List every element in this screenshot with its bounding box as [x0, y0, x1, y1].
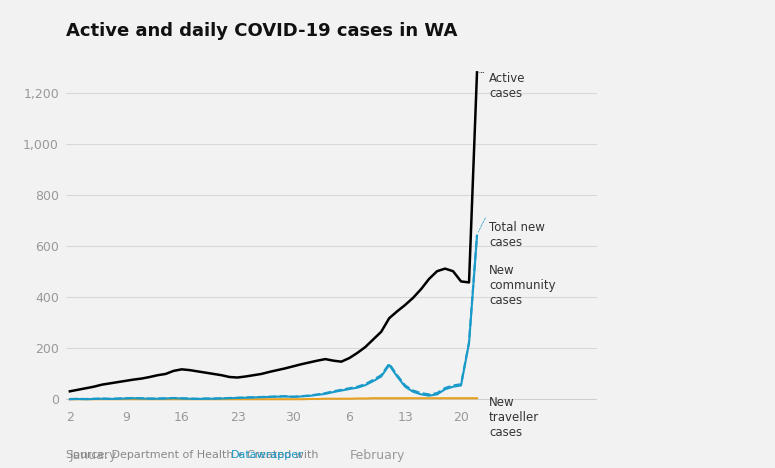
Text: February: February: [350, 449, 405, 462]
Text: New
traveller
cases: New traveller cases: [489, 395, 539, 439]
Text: January: January: [70, 449, 117, 462]
Text: Source: Department of Health • Created with: Source: Department of Health • Created w…: [66, 450, 322, 460]
Text: New
community
cases: New community cases: [489, 264, 556, 307]
Text: Total new
cases: Total new cases: [489, 220, 545, 249]
Text: Active and daily COVID-19 cases in WA: Active and daily COVID-19 cases in WA: [66, 22, 457, 40]
Text: Active
cases: Active cases: [489, 73, 525, 100]
Text: Datawrapper: Datawrapper: [231, 450, 304, 460]
